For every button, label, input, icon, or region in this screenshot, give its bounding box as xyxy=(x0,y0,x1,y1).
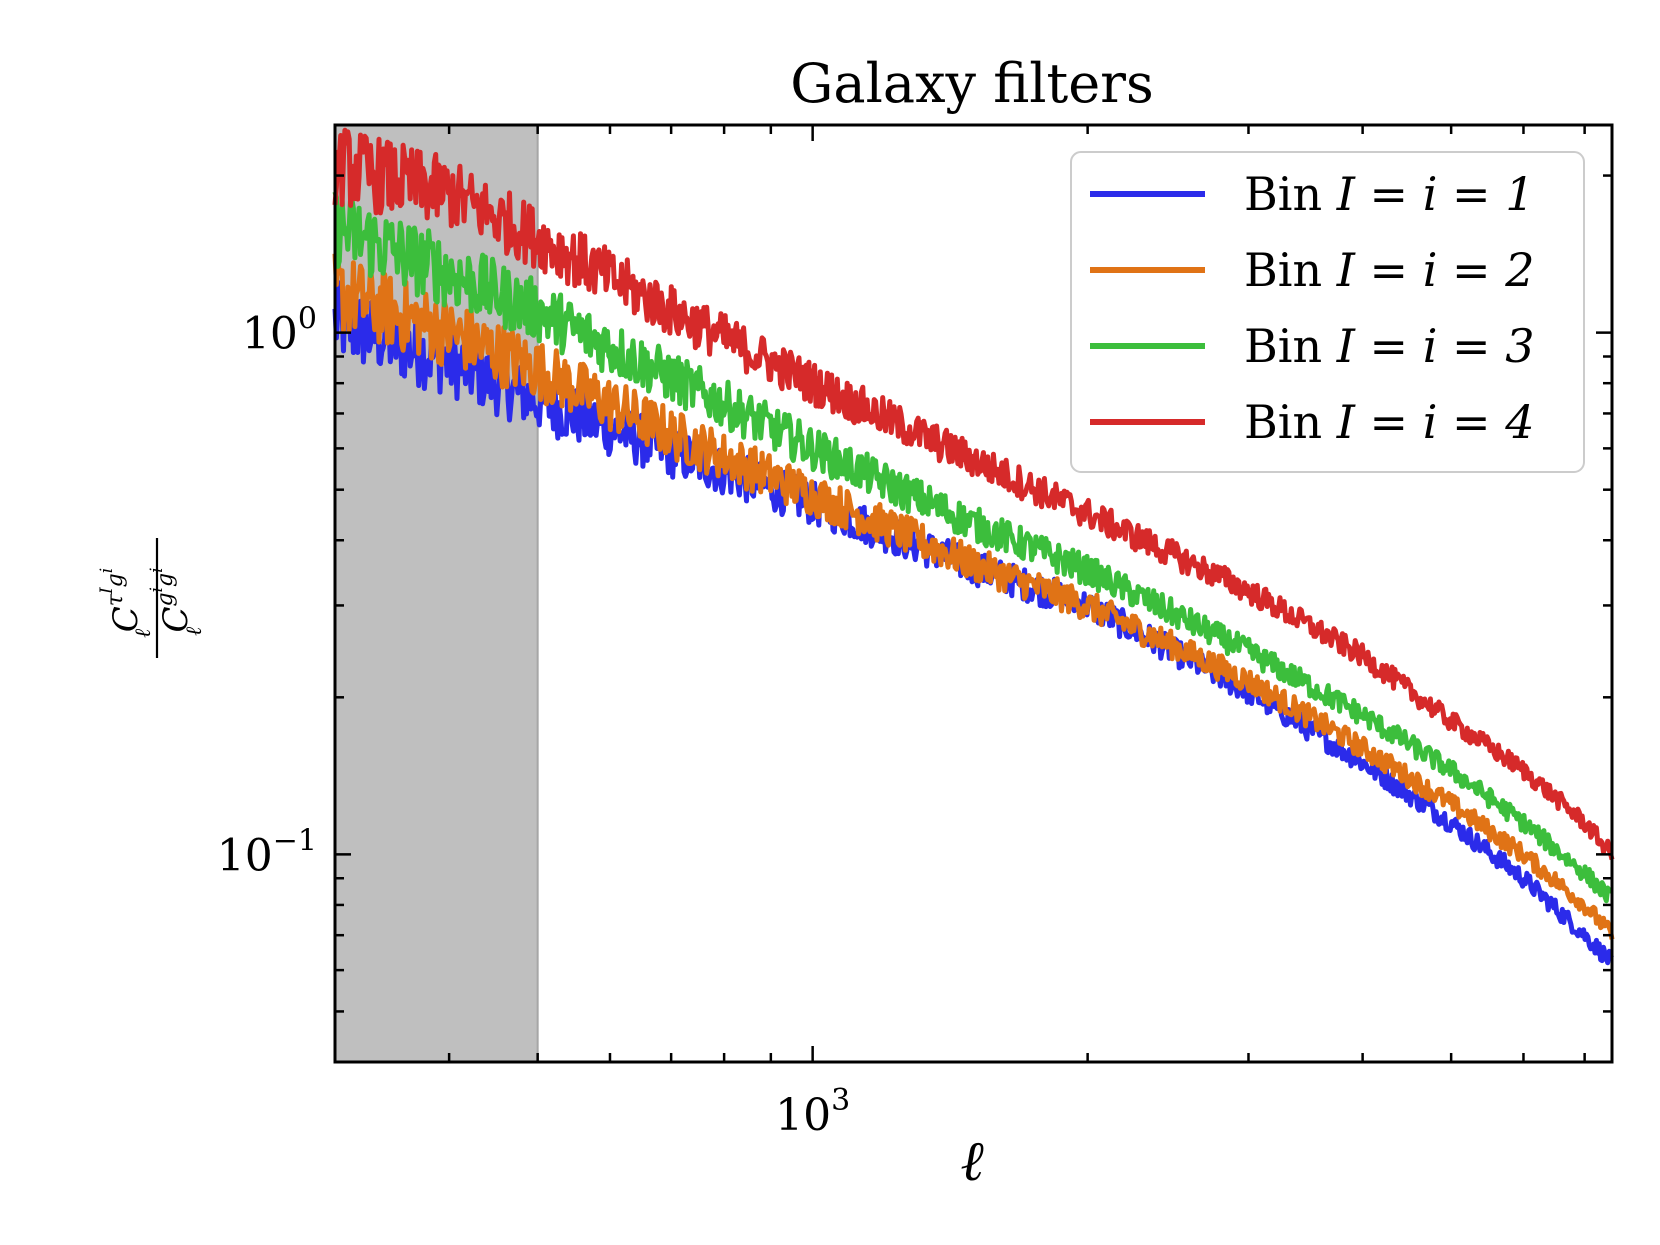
ylabel-num-base: C xyxy=(106,606,146,632)
y-axis-label: CτIgi ℓ Cgigi ℓ xyxy=(97,538,207,658)
y-tick-label: 10−1 xyxy=(217,823,317,881)
legend-label-bin-4: Bin I = i = 4 xyxy=(1244,395,1535,449)
legend-label-bin-2: Bin I = i = 2 xyxy=(1244,243,1535,297)
plot-frame xyxy=(333,123,1614,1064)
x-axis-label: ℓ xyxy=(960,1129,984,1194)
plot-area xyxy=(332,123,1615,1064)
ylabel-num-sup-sup: I xyxy=(97,587,117,595)
chart-title: Galaxy filters xyxy=(790,52,1153,115)
ylabel-den-sup: g xyxy=(153,592,178,606)
ylabel-num-sup: τ xyxy=(103,593,128,606)
ylabel-den-sup2-sup: i xyxy=(147,567,167,572)
ylabel-num-sup2: g xyxy=(103,573,128,587)
x-tick-label: 103 xyxy=(775,1083,850,1141)
y-tick-label: 100 xyxy=(242,302,317,360)
ylabel-den-base: C xyxy=(156,607,196,633)
svg-text:Cgigi: Cgigi xyxy=(147,567,196,632)
legend-box xyxy=(1070,151,1585,473)
svg-text:CτIgi: CτIgi xyxy=(97,568,146,632)
ylabel-den-sup2: g xyxy=(153,573,178,587)
legend-label-bin-1: Bin I = i = 1 xyxy=(1244,167,1535,221)
series-line-bin-2 xyxy=(332,253,1615,940)
series-line-bin-4 xyxy=(332,127,1615,861)
ylabel-num-sub: ℓ xyxy=(131,628,156,638)
tick-labels: 103 100 10−1 xyxy=(217,302,850,1141)
legend-label-bin-3: Bin I = i = 3 xyxy=(1244,319,1535,373)
series-layer xyxy=(332,127,1615,966)
ylabel-den-sub: ℓ xyxy=(182,626,207,636)
legend: Bin I = i = 1 Bin I = i = 2 Bin I = i = 3 B… xyxy=(1070,151,1585,473)
ylabel-den-sup-sup: i xyxy=(147,587,167,592)
ylabel-num-sup2-sup: i xyxy=(97,568,117,573)
series-line-bin-3 xyxy=(332,191,1614,904)
